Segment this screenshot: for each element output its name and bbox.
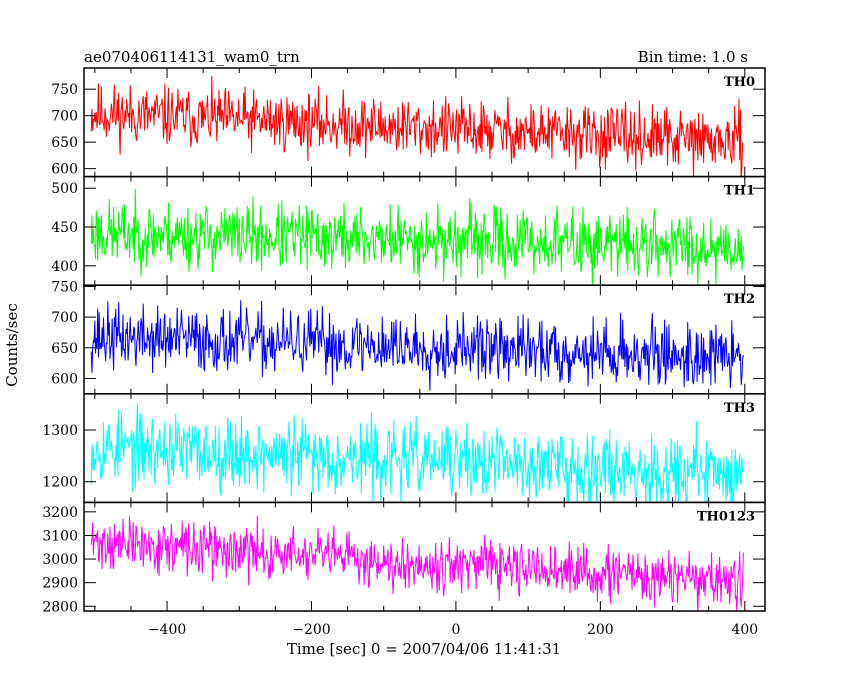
panel-th2: 600 650 700 750 TH2 xyxy=(51,279,766,395)
x-axis-title: Time [sec] 0 = 2007/04/06 11:41:31 xyxy=(287,640,561,658)
y-tick-label: 500 xyxy=(51,181,78,197)
panel-name-label: TH0 xyxy=(724,75,755,90)
panel-frame xyxy=(83,501,766,612)
x-tick-label: 200 xyxy=(587,622,614,638)
y-tick-label: 600 xyxy=(51,162,78,178)
series-line-th0123 xyxy=(90,515,744,611)
x-tick-label: 0 xyxy=(451,622,460,638)
panel-frame xyxy=(83,175,766,286)
x-tick-label: −400 xyxy=(148,622,186,638)
y-tick-label: 650 xyxy=(51,135,78,151)
y-tick-label: 3000 xyxy=(42,552,78,568)
panel-th0123: 2800 2900 3000 3100 3200 TH0123 xyxy=(42,501,766,615)
y-tick-label: 750 xyxy=(51,82,78,98)
y-tick-label: 2800 xyxy=(42,599,78,615)
panel-name-label: TH2 xyxy=(724,292,755,307)
y-tick-label: 650 xyxy=(51,341,78,357)
y-tick-label: 2900 xyxy=(42,576,78,592)
panels-group: 600 650 700 750 TH0 400 450 500 TH1 600 650 700 750 T… xyxy=(42,67,766,638)
y-tick-label: 750 xyxy=(51,279,78,295)
y-tick-label: 700 xyxy=(51,310,78,326)
series-line-th3 xyxy=(90,403,744,503)
x-tick-label: 400 xyxy=(731,622,758,638)
panel-th0: 600 650 700 750 TH0 xyxy=(51,67,766,178)
panel-name-label: TH3 xyxy=(724,401,755,416)
bin-time-label: Bin time: 1.0 s xyxy=(638,48,748,66)
chart-title: ae070406114131_wam0_trn xyxy=(84,48,300,66)
y-tick-label: 700 xyxy=(51,109,78,125)
y-tick-label: 400 xyxy=(51,259,78,275)
series-line-th2 xyxy=(90,300,744,391)
y-tick-label: 1200 xyxy=(42,475,78,491)
panel-name-label: TH1 xyxy=(724,184,755,199)
panel-th1: 400 450 500 TH1 xyxy=(51,175,766,286)
panel-name-label: TH0123 xyxy=(697,509,755,524)
series-line-th0 xyxy=(90,76,744,177)
y-tick-label: 1300 xyxy=(42,423,78,439)
y-tick-label: 3100 xyxy=(42,528,78,544)
x-tick-label: −200 xyxy=(292,622,330,638)
y-tick-label: 3200 xyxy=(42,505,78,521)
y-tick-label: 450 xyxy=(51,220,78,236)
y-tick-label: 600 xyxy=(51,371,78,387)
panel-th3: 1200 1300 TH3 xyxy=(42,393,766,504)
series-line-th1 xyxy=(90,188,744,286)
y-axis-title: Counts/sec xyxy=(3,303,21,387)
